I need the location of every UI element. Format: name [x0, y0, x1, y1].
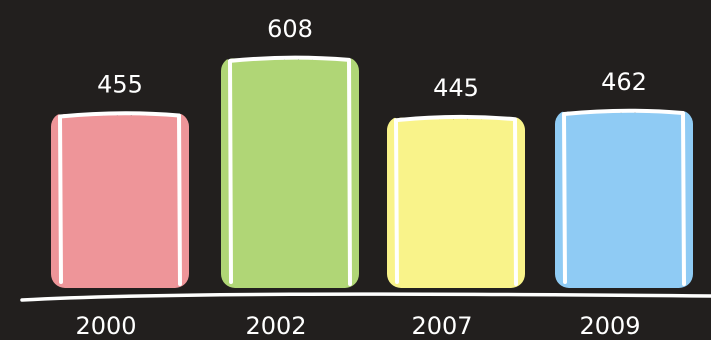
- bar-2000: [51, 111, 189, 288]
- bars-layer: [51, 55, 693, 289]
- bar-outline: [228, 55, 352, 286]
- tick-label-2007: 2007: [411, 312, 472, 340]
- bar-2007: [387, 114, 525, 288]
- bar-outline: [58, 111, 182, 286]
- bar-scribble: [555, 111, 693, 288]
- tick-label-2009: 2009: [579, 312, 640, 340]
- bar-2009: [555, 108, 693, 288]
- bar-outline: [562, 108, 686, 286]
- labels-layer: 455 2000 608 2002 445 2007 462 2009: [75, 15, 646, 340]
- tick-label-2000: 2000: [75, 312, 136, 340]
- tick-label-2002: 2002: [245, 312, 306, 340]
- x-axis-baseline: [20, 292, 711, 302]
- bar-scribble: [387, 117, 525, 288]
- bar-2002: [221, 55, 359, 289]
- data-label-2007: 445: [433, 74, 479, 102]
- bar-outline: [394, 114, 518, 286]
- data-label-2002: 608: [267, 15, 313, 43]
- bar-scribble: [51, 114, 189, 288]
- data-label-2000: 455: [97, 71, 143, 99]
- data-label-2009: 462: [601, 68, 647, 96]
